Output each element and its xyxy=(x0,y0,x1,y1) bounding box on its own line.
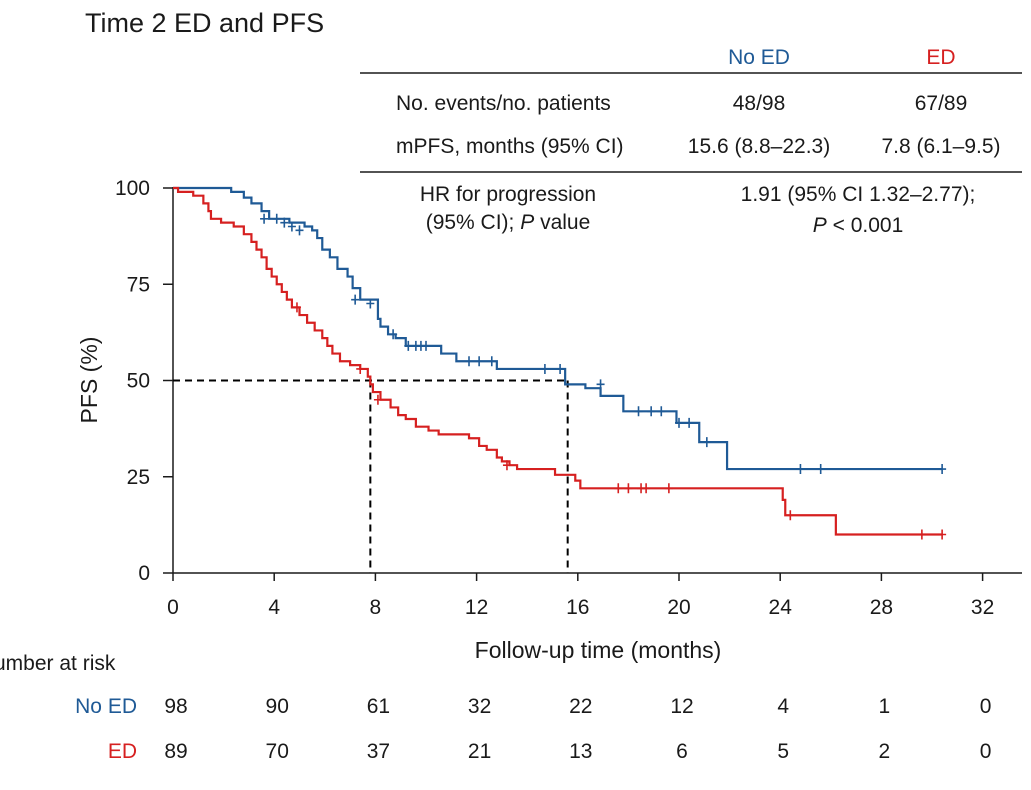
row-events-no-ed: 48/98 xyxy=(733,92,786,115)
censor-mark-no-ed xyxy=(796,464,805,475)
censor-mark-no-ed xyxy=(260,213,269,224)
censor-mark-no-ed xyxy=(295,225,304,236)
at-risk-value-ed: 70 xyxy=(266,740,289,763)
censor-mark-no-ed xyxy=(389,329,398,340)
row-mpfs-ed: 7.8 (6.1–9.5) xyxy=(881,135,1000,158)
censor-mark-no-ed xyxy=(280,217,289,228)
summary-table: No ED ED No. events/no. patients 48/98 6… xyxy=(360,46,1022,237)
at-risk-value-no-ed: 98 xyxy=(164,695,187,718)
censor-mark-ed xyxy=(624,483,633,494)
at-risk-value-no-ed: 22 xyxy=(569,695,592,718)
censor-mark-ed xyxy=(917,529,926,540)
row-mpfs-no-ed: 15.6 (8.8–22.3) xyxy=(688,135,830,158)
hr-label-line1: HR for progression xyxy=(420,183,596,206)
y-axis-label: PFS (%) xyxy=(76,337,102,424)
censor-mark-no-ed xyxy=(422,340,430,351)
at-risk-label-no-ed: No ED xyxy=(75,695,137,718)
at-risk-value-no-ed: 1 xyxy=(879,695,891,718)
hr-value-line1: 1.91 (95% CI 1.32–2.77); xyxy=(741,183,976,206)
at-risk-label-ed: ED xyxy=(108,740,137,763)
at-risk-title: umber at risk xyxy=(0,652,116,675)
table-header-ed: ED xyxy=(926,46,955,69)
censor-mark-ed xyxy=(373,394,382,405)
x-tick-label: 24 xyxy=(769,596,793,619)
median-guides xyxy=(173,379,569,573)
censor-mark-no-ed xyxy=(596,379,605,390)
km-curve-no-ed xyxy=(173,186,943,471)
km-curves xyxy=(173,186,943,536)
hr-label-line2: (95% CI); P value xyxy=(426,211,591,234)
censor-mark-no-ed xyxy=(675,417,683,428)
x-tick-label: 28 xyxy=(870,596,893,619)
censor-mark-ed xyxy=(502,460,511,471)
at-risk-value-ed: 21 xyxy=(468,740,491,763)
at-risk-table: 98 90 61 32 22 12 4 1 0 89 70 37 21 13 6 5 2 0 xyxy=(164,695,991,763)
censor-mark-no-ed xyxy=(475,356,484,367)
y-ticks: 0 25 50 75 100 xyxy=(115,177,173,585)
at-risk-value-no-ed: 12 xyxy=(670,695,693,718)
at-risk-value-ed: 2 xyxy=(879,740,891,763)
censor-mark-ed xyxy=(292,302,301,313)
censor-mark-no-ed xyxy=(287,221,296,232)
censor-mark-no-ed xyxy=(487,356,496,367)
hr-value-line2: P < 0.001 xyxy=(813,214,904,237)
censor-mark-no-ed xyxy=(351,294,360,305)
at-risk-value-no-ed: 32 xyxy=(468,695,491,718)
censor-mark-ed xyxy=(786,510,795,521)
censor-marks xyxy=(260,213,947,540)
censor-mark-no-ed xyxy=(465,356,474,367)
censor-mark-ed xyxy=(938,529,947,540)
censor-mark-no-ed xyxy=(272,213,281,224)
at-risk-value-no-ed: 4 xyxy=(777,695,789,718)
table-header-no-ed: No ED xyxy=(728,46,790,69)
y-tick-label: 75 xyxy=(127,273,150,296)
y-tick-label: 100 xyxy=(115,177,150,200)
censor-mark-no-ed xyxy=(540,363,549,374)
y-tick-label: 50 xyxy=(127,370,150,393)
at-risk-value-ed: 5 xyxy=(777,740,789,763)
at-risk-value-ed: 6 xyxy=(676,740,688,763)
y-tick-label: 0 xyxy=(138,562,150,585)
x-tick-label: 8 xyxy=(370,596,382,619)
at-risk-value-ed: 37 xyxy=(367,740,390,763)
x-axis-label: Follow-up time (months) xyxy=(475,637,722,663)
censor-mark-no-ed xyxy=(816,464,825,475)
censor-mark-no-ed xyxy=(634,406,643,417)
at-risk-value-ed: 13 xyxy=(569,740,592,763)
km-curve-ed xyxy=(173,186,943,536)
censor-mark-ed xyxy=(642,483,651,494)
censor-mark-no-ed xyxy=(938,464,947,475)
censor-mark-no-ed xyxy=(657,406,666,417)
censor-mark-ed xyxy=(356,363,365,374)
y-tick-label: 25 xyxy=(127,466,150,489)
x-ticks: 0 4 8 12 16 20 24 28 32 xyxy=(167,573,994,619)
censor-mark-no-ed xyxy=(366,298,375,309)
chart-title: Time 2 ED and PFS xyxy=(85,8,324,38)
x-tick-label: 32 xyxy=(971,596,994,619)
censor-mark-no-ed xyxy=(556,363,565,374)
censor-mark-no-ed xyxy=(404,340,413,351)
x-tick-label: 16 xyxy=(566,596,589,619)
at-risk-value-no-ed: 90 xyxy=(266,695,289,718)
x-tick-label: 12 xyxy=(465,596,488,619)
at-risk-value-no-ed: 0 xyxy=(980,695,992,718)
x-tick-label: 4 xyxy=(268,596,280,619)
censor-mark-no-ed xyxy=(702,437,711,448)
censor-mark-no-ed xyxy=(647,406,656,417)
censor-mark-ed xyxy=(664,483,673,494)
at-risk-value-ed: 0 xyxy=(980,740,992,763)
at-risk-value-no-ed: 61 xyxy=(367,695,390,718)
row-events-label: No. events/no. patients xyxy=(396,92,611,115)
at-risk-value-ed: 89 xyxy=(164,740,187,763)
x-tick-label: 0 xyxy=(167,596,179,619)
row-events-ed: 67/89 xyxy=(915,92,968,115)
censor-mark-no-ed xyxy=(685,417,694,428)
row-mpfs-label: mPFS, months (95% CI) xyxy=(396,135,624,158)
axes xyxy=(172,187,1022,574)
x-tick-label: 20 xyxy=(667,596,690,619)
censor-mark-ed xyxy=(614,483,623,494)
